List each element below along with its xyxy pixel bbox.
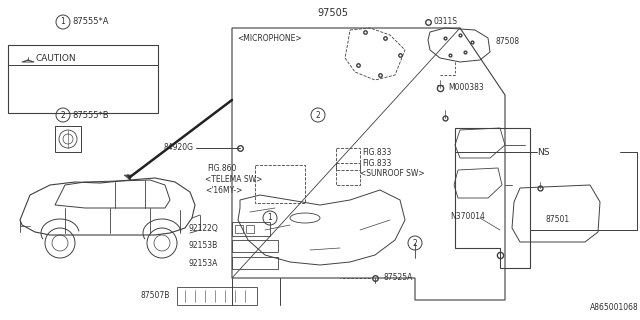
Text: FIG.833: FIG.833: [362, 148, 392, 157]
Text: A865001068: A865001068: [590, 303, 639, 312]
Bar: [8, 45, 158, 113]
Bar: [255, 165, 305, 203]
Text: 97505: 97505: [317, 8, 349, 18]
Bar: [246, 225, 254, 233]
Text: 2: 2: [413, 238, 417, 247]
Bar: [177, 287, 257, 305]
Text: M000383: M000383: [448, 84, 484, 92]
Text: 2: 2: [61, 110, 65, 119]
Bar: [232, 240, 278, 252]
Text: 1: 1: [268, 213, 273, 222]
Text: FIG.860: FIG.860: [207, 164, 236, 173]
Text: <MICROPHONE>: <MICROPHONE>: [237, 34, 301, 43]
Text: CAUTION: CAUTION: [36, 54, 77, 63]
Text: 87555*B: 87555*B: [72, 110, 109, 119]
Text: <'16MY->: <'16MY->: [205, 186, 243, 195]
Text: 87501: 87501: [545, 215, 569, 224]
Text: <TELEMA SW>: <TELEMA SW>: [205, 175, 262, 184]
Text: 87555*A: 87555*A: [72, 18, 109, 27]
Text: 92153B: 92153B: [189, 242, 218, 251]
Text: 0311S: 0311S: [433, 18, 457, 27]
Text: 84920G: 84920G: [163, 143, 193, 153]
Text: FIG.833: FIG.833: [362, 159, 392, 168]
Bar: [232, 257, 278, 269]
Text: 92122Q: 92122Q: [188, 223, 218, 233]
Bar: [336, 148, 360, 170]
Polygon shape: [124, 175, 132, 180]
Bar: [235, 225, 243, 233]
Text: 92153A: 92153A: [189, 259, 218, 268]
Bar: [336, 163, 360, 185]
Text: 87508: 87508: [495, 37, 519, 46]
Bar: [8, 45, 158, 65]
Text: N370014: N370014: [450, 212, 485, 221]
Text: 1: 1: [61, 18, 65, 27]
Text: 87507B: 87507B: [141, 292, 170, 300]
Bar: [55, 126, 81, 152]
Text: <SUNROOF SW>: <SUNROOF SW>: [360, 169, 424, 178]
Bar: [232, 222, 270, 236]
Text: 2: 2: [316, 110, 321, 119]
Text: 87525A: 87525A: [383, 274, 412, 283]
Text: NS: NS: [537, 148, 550, 157]
